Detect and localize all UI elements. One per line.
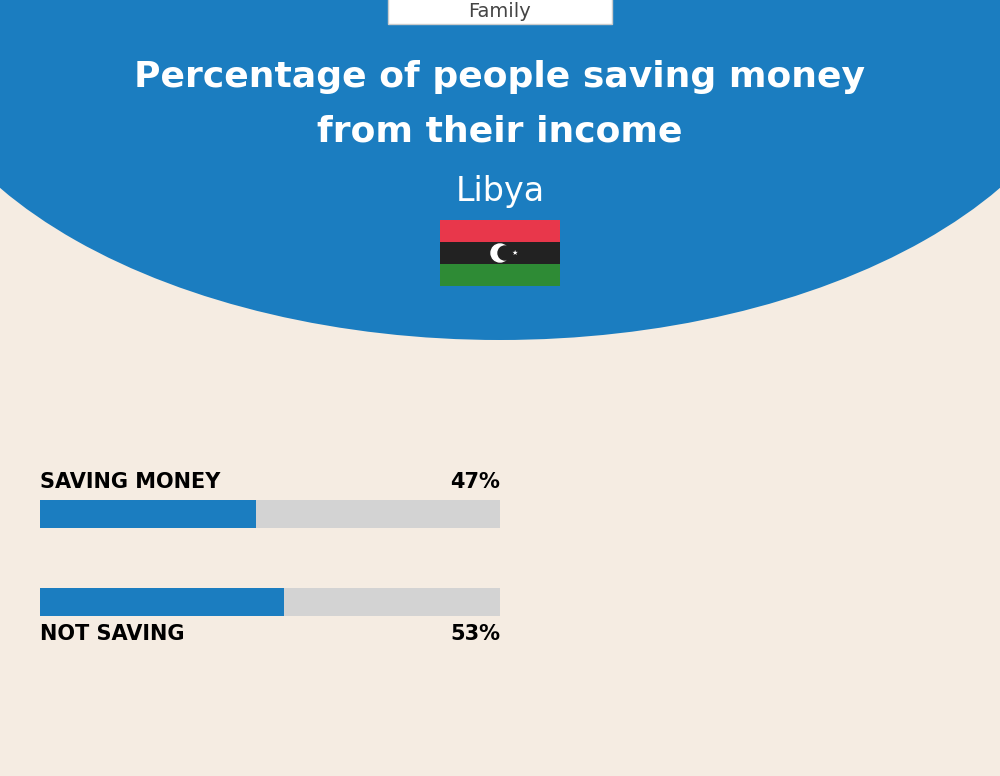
Text: 47%: 47%	[450, 472, 500, 492]
Bar	[40, 500, 500, 528]
Bar	[40, 588, 500, 616]
Ellipse shape	[0, 0, 1000, 340]
Text: Libya: Libya	[455, 175, 545, 208]
Bar	[440, 242, 560, 264]
Circle shape	[491, 244, 509, 262]
Text: Percentage of people saving money: Percentage of people saving money	[134, 60, 866, 94]
Text: from their income: from their income	[317, 115, 683, 149]
Text: ★: ★	[512, 250, 518, 256]
Text: NOT SAVING: NOT SAVING	[40, 624, 184, 644]
Text: Family: Family	[469, 2, 531, 21]
Bar	[440, 264, 560, 286]
Bar	[440, 220, 560, 242]
Text: 53%: 53%	[450, 624, 500, 644]
Text: SAVING MONEY: SAVING MONEY	[40, 472, 220, 492]
Bar	[40, 588, 284, 616]
Bar	[40, 500, 256, 528]
Circle shape	[498, 246, 512, 260]
FancyBboxPatch shape	[388, 0, 612, 24]
